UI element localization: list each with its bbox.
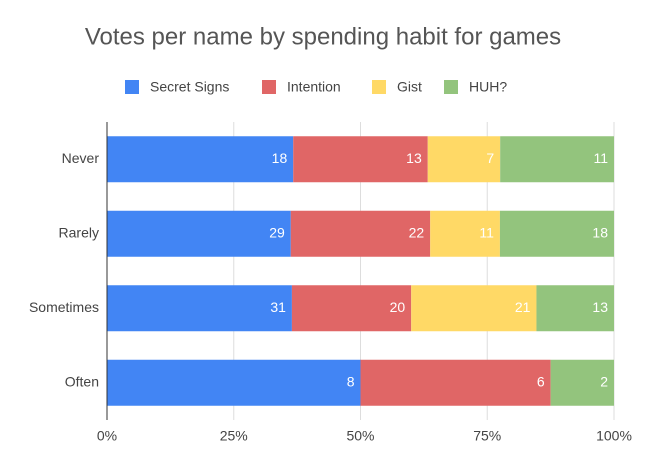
y-tick-label: Never (62, 150, 100, 166)
legend-swatch (444, 80, 458, 94)
bar-segment (107, 210, 291, 257)
bar-segment (107, 359, 361, 406)
data-label: 13 (592, 299, 608, 315)
legend-label: HUH? (469, 79, 507, 95)
data-label: 6 (537, 373, 545, 389)
y-tick-label: Often (65, 373, 99, 389)
bar-segment (293, 136, 428, 183)
bar-segment (107, 136, 294, 183)
data-label: 21 (515, 299, 531, 315)
bar-segment (291, 285, 412, 332)
data-label: 7 (486, 150, 494, 166)
data-label: 18 (272, 150, 288, 166)
bar-segment (430, 210, 500, 257)
data-label: 11 (479, 224, 494, 240)
y-tick-label: Rarely (59, 224, 99, 240)
bar-segment (411, 285, 537, 332)
data-label: 18 (592, 224, 608, 240)
bar-segment (107, 285, 292, 332)
data-label: 20 (390, 299, 406, 315)
chart-title: Votes per name by spending habit for gam… (85, 23, 561, 50)
legend-label: Gist (397, 79, 422, 95)
legend-swatch (262, 80, 276, 94)
data-label: 13 (406, 150, 422, 166)
bar-segment (427, 136, 501, 183)
legend-swatch (125, 80, 139, 94)
data-label: 29 (269, 224, 285, 240)
data-label: 2 (600, 373, 608, 389)
data-label: 22 (409, 224, 425, 240)
legend-label: Secret Signs (150, 79, 229, 95)
bar-segment (536, 285, 614, 332)
x-tick-label: 0% (97, 428, 117, 444)
data-label: 8 (347, 373, 355, 389)
legend-swatch (372, 80, 386, 94)
bar-segment (550, 359, 614, 406)
bar-segment (500, 136, 614, 183)
bar-segment (499, 210, 614, 257)
y-tick-label: Sometimes (29, 299, 99, 315)
x-tick-label: 75% (473, 428, 501, 444)
x-tick-label: 25% (220, 428, 248, 444)
bar-segment (290, 210, 431, 257)
x-tick-label: 50% (346, 428, 374, 444)
legend-label: Intention (287, 79, 341, 95)
data-label: 11 (593, 150, 608, 166)
x-tick-label: 100% (596, 428, 632, 444)
bar-segment (360, 359, 551, 406)
data-label: 31 (270, 299, 286, 315)
